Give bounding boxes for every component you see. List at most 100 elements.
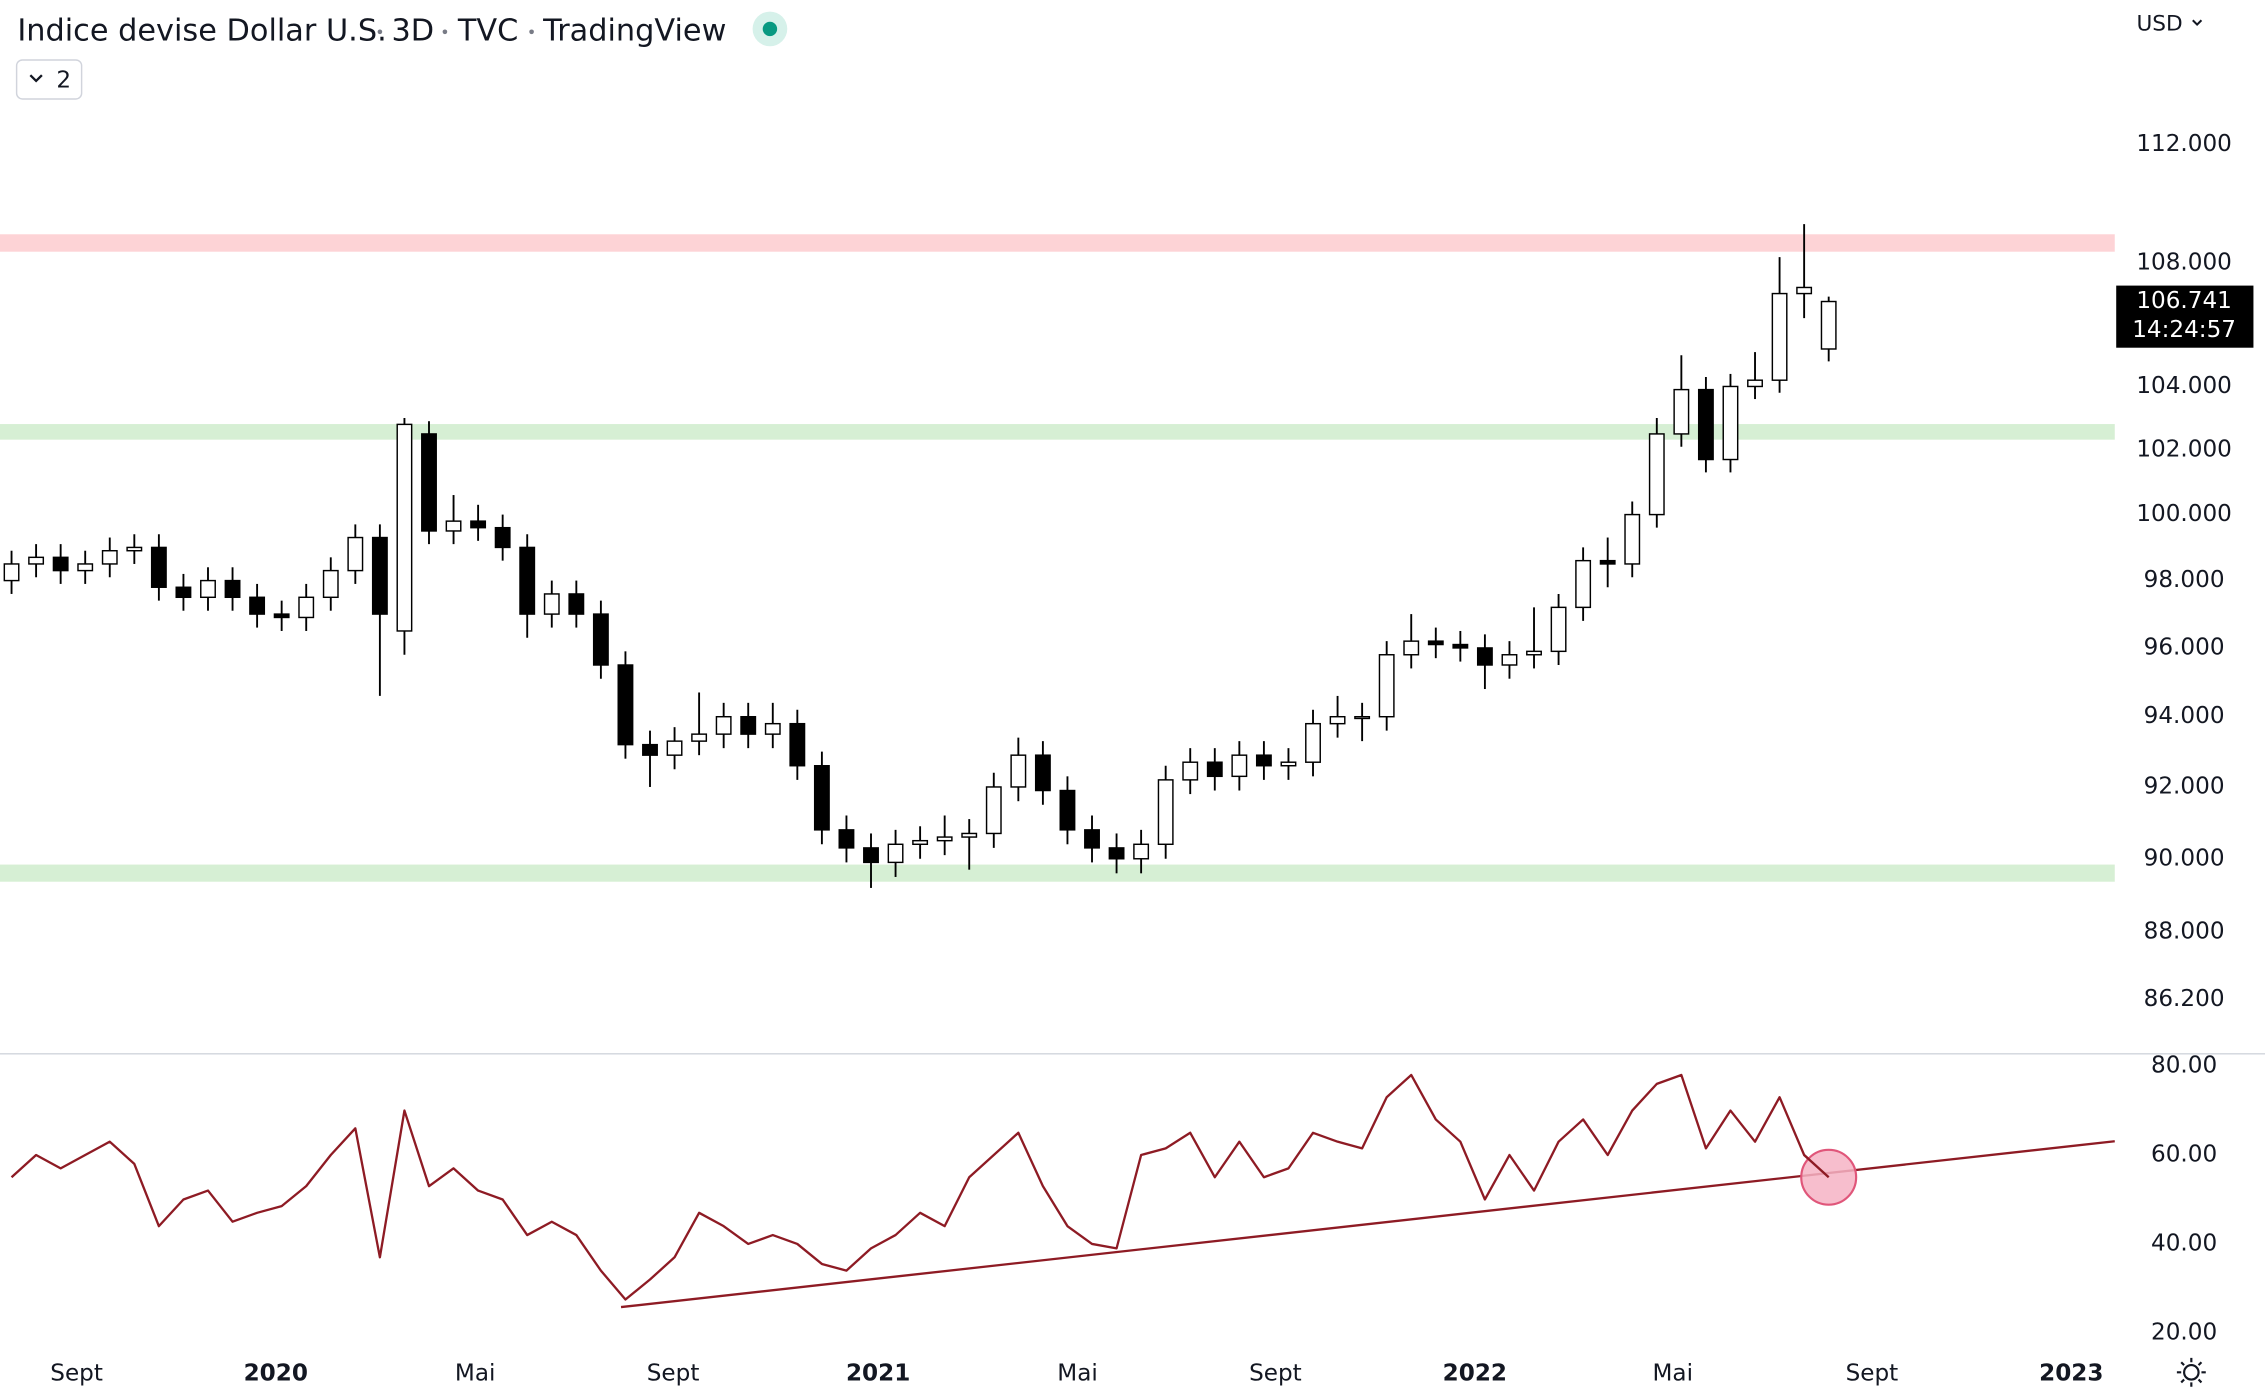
candle-body [789,722,806,767]
candle-body [1697,388,1714,461]
candle-body [568,593,585,615]
candle-body [764,722,781,735]
candle-body [1501,654,1518,666]
candle-body [1133,843,1150,860]
indicator-toggle[interactable]: 2 [15,59,83,100]
rsi-line-tip [1803,1154,1830,1179]
candle-body [3,563,20,582]
candle-body [519,546,536,615]
x-tick-label: 2021 [846,1360,910,1386]
source: TradingView [542,13,726,48]
candle-body [200,579,216,599]
x-tick-label: 2023 [2039,1360,2103,1386]
currency[interactable]: USD [2136,12,2182,37]
currency-chevron [2192,19,2203,27]
candle-body [642,743,658,756]
y-tick-label: 20.00 [2151,1319,2217,1345]
candle-body [1722,385,1739,461]
candle-body [592,613,609,666]
countdown: 14:24:57 [2132,317,2236,343]
candle-body [1084,829,1100,849]
candle-body [740,715,757,735]
status-dot[interactable] [762,21,778,37]
toggle-box[interactable] [15,59,83,100]
candle-body [1575,559,1592,609]
candle-body [1624,513,1641,565]
candle-body [249,596,266,615]
candle-body [936,836,953,842]
candle-body [863,847,879,864]
candle-body [445,520,462,532]
candle-body [1378,654,1395,718]
candle-body [273,613,290,619]
candle-body [298,596,315,619]
separator-dot [377,29,383,35]
gear-ring [2183,1364,2200,1381]
candle-body [175,586,192,599]
candle-body [1108,847,1125,860]
candle-body [150,546,167,588]
candle-body [1452,643,1469,649]
candle-body [813,765,830,831]
candle-body [985,786,1002,835]
y-tick-label: 112.000 [2136,131,2232,157]
price-zone [0,424,2115,440]
candle-body [1820,300,1837,350]
candle-body [543,593,560,615]
y-tick-label: 102.000 [2136,436,2232,462]
candle-body [1157,779,1174,846]
price-zone [0,864,2115,882]
candle-body [77,563,94,572]
x-tick-label: Mai [1057,1360,1098,1386]
candle-body [421,433,437,532]
candle-body [101,549,118,565]
exchange: TVC [457,13,518,48]
candle-body [371,536,388,615]
settings-icon[interactable] [2176,1357,2206,1387]
separator-dot [442,29,448,35]
candle-body [1771,292,1788,381]
gear-teeth [2176,1357,2206,1387]
candle-body [1255,754,1272,767]
candle-body [912,839,929,846]
candle-body [347,536,364,572]
y-tick-label: 86.200 [2144,986,2225,1012]
price-zone [0,234,2115,252]
candle-body [1034,754,1051,792]
candle-body [396,423,413,632]
candle-body [838,829,855,849]
y-tick-label: 96.000 [2144,634,2225,660]
x-tick-label: Sept [50,1360,103,1386]
plot-area: 112.000 108.000 104.000 102.000 100.000 98.00… [0,131,2232,1345]
candle-body [1599,559,1616,565]
candle-body [126,546,143,552]
y-tick-label: 40.00 [2151,1230,2217,1256]
candle-body [1305,722,1321,763]
separator-dot [529,29,534,35]
y-tick-label: 88.000 [2144,919,2225,945]
candle-body [1010,754,1027,788]
y-tick-label: 104.000 [2136,373,2232,399]
candle-body [1206,761,1223,778]
candle-body [1476,647,1493,666]
candle-body [494,526,511,549]
candle-body [1648,433,1665,516]
x-tick-label: Sept [1846,1360,1899,1386]
candle-body [1427,640,1444,646]
x-tick-label: 2022 [1443,1360,1507,1386]
y-tick-label: 108.000 [2136,250,2232,276]
candle-body [28,556,45,565]
y-tick-label: 100.000 [2136,501,2232,527]
trendline [620,1140,2115,1309]
indicator-count: 2 [56,67,71,93]
y-tick-label: 60.00 [2151,1142,2217,1168]
candle-body [1526,650,1542,656]
symbol-name: Indice devise Dollar U.S. [17,13,386,48]
candle-body [1796,286,1813,295]
candle-body [617,664,634,746]
y-tick-label: 98.000 [2144,567,2225,593]
interval: 3D [391,13,434,48]
candle-body [887,843,904,864]
candle-body [1182,761,1199,781]
